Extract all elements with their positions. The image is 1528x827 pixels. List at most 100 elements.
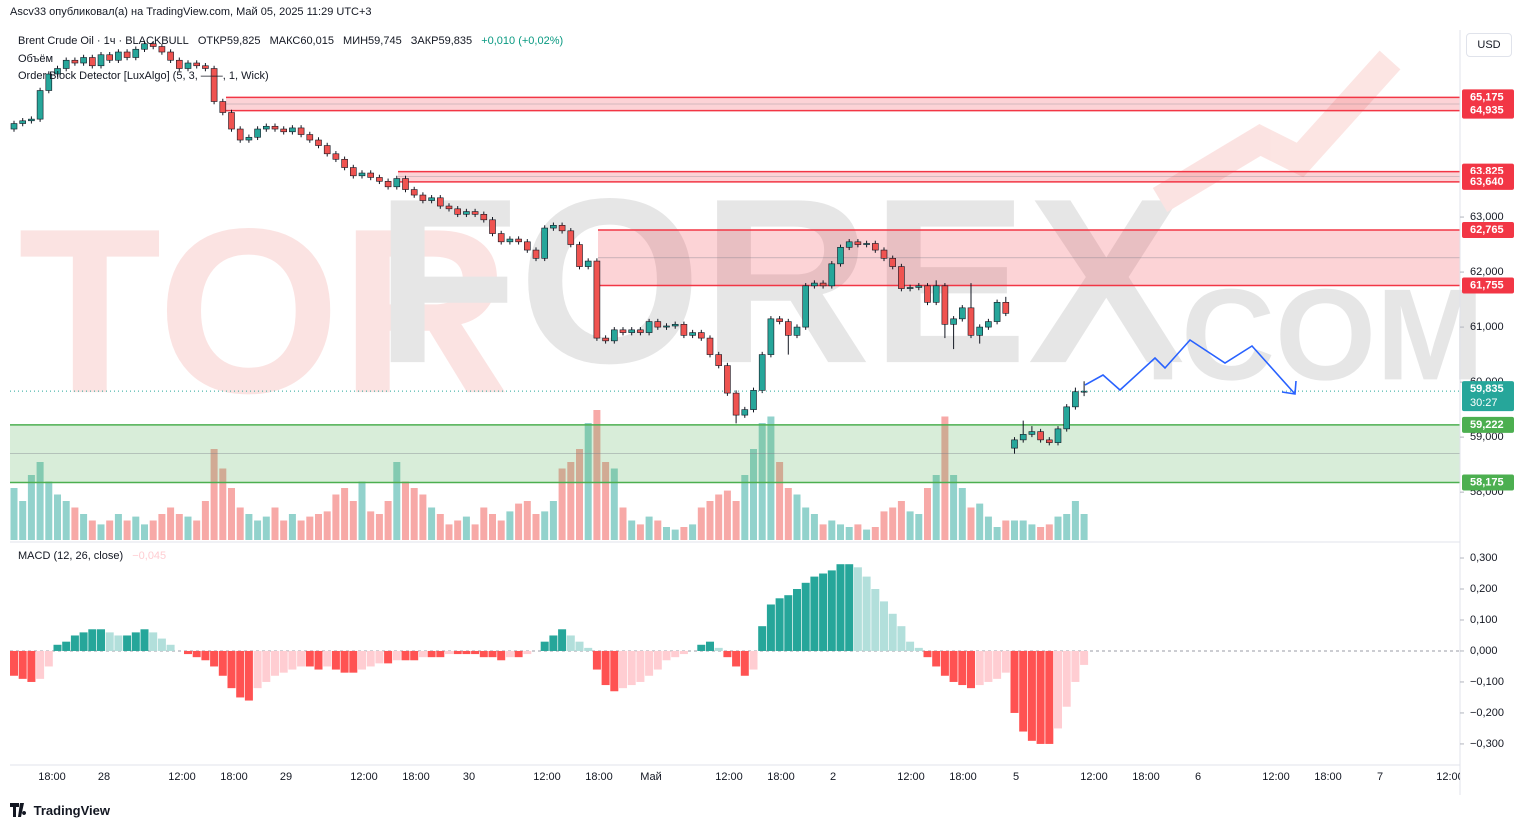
x-tick-label: 12:00 (168, 771, 196, 783)
candle-body (1002, 302, 1010, 314)
macd-bar (1045, 650, 1054, 744)
volume-bar (967, 507, 975, 540)
macd-bar (401, 650, 410, 661)
volume-bar (54, 494, 61, 540)
axes-layer: 58,00059,00060,00061,00062,00063,0000,30… (1460, 211, 1504, 750)
candle-body (245, 136, 253, 141)
candle-body (471, 211, 479, 215)
macd-bar (732, 650, 741, 667)
volume-bar (541, 511, 549, 540)
macd-bar (619, 650, 627, 689)
macd-bar (166, 644, 175, 651)
candle-body (532, 249, 540, 259)
macd-bar (993, 650, 1002, 679)
candle-body (89, 57, 96, 67)
macd-bar (662, 650, 671, 661)
macd-bar (975, 650, 984, 686)
volume-bar (924, 488, 931, 540)
volume-bar (436, 514, 444, 540)
macd-bar (801, 582, 810, 651)
macd-bar (331, 650, 340, 670)
candle-body (680, 324, 688, 336)
candle-body (576, 244, 583, 267)
candle-body (880, 249, 888, 259)
candle-body (445, 205, 453, 210)
volume-bar (993, 527, 1001, 540)
currency-button[interactable]: USD (1466, 33, 1512, 57)
macd-bar (645, 650, 654, 676)
volume-bar (1045, 524, 1053, 540)
x-tick-label: 18:00 (1314, 771, 1342, 783)
macd-bar (749, 650, 758, 670)
volume-layer (10, 410, 1088, 540)
macd-bar (123, 635, 132, 651)
macd-bar (923, 650, 932, 658)
x-tick-label: 12:00 (533, 771, 561, 783)
x-tick-label: 18:00 (949, 771, 977, 783)
volume-bar (810, 514, 818, 540)
macd-bar (62, 641, 71, 651)
volume-bar (984, 516, 992, 540)
candle-body (315, 139, 322, 146)
macd-legend[interactable]: MACD (12, 26, close) −0,045 (18, 550, 172, 562)
candle-body (506, 238, 514, 243)
macd-bar (140, 629, 149, 651)
volume-bar (636, 524, 644, 540)
volume-bar (462, 516, 470, 540)
macd-bar (201, 650, 210, 661)
price-tag (1462, 173, 1514, 190)
indicator-label[interactable]: Order Block Detector [LuxAlgo] (5, 3, ——… (18, 70, 269, 82)
volume-bar (976, 503, 984, 540)
candle-body (236, 128, 244, 141)
x-tick-label: 29 (280, 771, 292, 783)
y-tick-label: 63,000 (1470, 211, 1504, 223)
macd-bar (253, 650, 262, 689)
volume-bar (219, 468, 227, 540)
candle-body (689, 332, 696, 336)
volume-bar (471, 524, 479, 540)
candle-body (1037, 431, 1044, 441)
candle-body (497, 233, 505, 243)
candle-body (941, 285, 949, 325)
macd-bar (418, 650, 427, 658)
volume-bar (750, 449, 757, 540)
candle-body (558, 225, 566, 232)
macd-bar (97, 629, 105, 651)
macd-bar (706, 641, 714, 651)
candle-body (863, 243, 870, 245)
candle-body (567, 230, 575, 245)
macd-bar (18, 650, 27, 679)
x-tick-label: 12:00 (1080, 771, 1108, 783)
x-tick-label: 28 (98, 771, 110, 783)
candle-body (985, 321, 992, 328)
time-axis: 18:00 28 12:00 18:00 29 12:00 18:00 30 12:00 18:0… (38, 771, 1460, 783)
candle-body (550, 225, 557, 229)
macd-bar (427, 650, 436, 658)
candle-body (210, 68, 218, 102)
volume-bar (445, 524, 453, 540)
volume-bar (210, 449, 218, 540)
macd-bar (653, 650, 662, 670)
zones-layer (10, 96, 1460, 484)
candle-body (750, 390, 757, 410)
volume-bar (193, 520, 201, 540)
candle-body (1072, 391, 1079, 408)
volume-bar (497, 520, 505, 540)
volume-bar (393, 462, 401, 540)
y-tick-label: 59,000 (1470, 431, 1504, 443)
volume-bar (88, 520, 96, 540)
volume-bar (114, 514, 122, 540)
candle-body (419, 194, 427, 201)
volume-bar (315, 514, 322, 540)
volume-bar (306, 516, 314, 540)
macd-bar (471, 650, 480, 655)
indicator-label[interactable]: Объём (18, 53, 54, 65)
volume-bar (958, 488, 966, 540)
candle-body (654, 321, 662, 328)
price-tag (1462, 277, 1514, 294)
candle-body (828, 263, 836, 287)
x-tick-label: 12:00 (1262, 771, 1290, 783)
candle-body (871, 243, 879, 251)
volume-bar (45, 481, 53, 540)
volume-bar (871, 527, 879, 540)
